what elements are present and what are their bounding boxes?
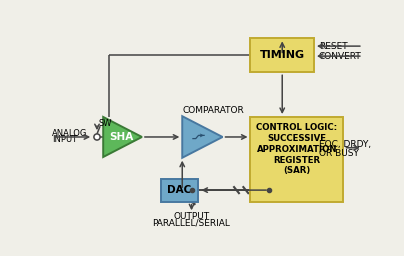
Text: REGISTER: REGISTER <box>274 156 320 165</box>
Text: CONTROL LOGIC:: CONTROL LOGIC: <box>257 123 337 132</box>
Text: APPROXIMATION: APPROXIMATION <box>257 145 337 154</box>
Text: OUTPUT: OUTPUT <box>173 212 210 221</box>
Text: DAC: DAC <box>167 185 191 195</box>
Text: PARALLEL/SERIAL: PARALLEL/SERIAL <box>153 219 231 228</box>
Text: INPUT: INPUT <box>52 135 77 144</box>
FancyBboxPatch shape <box>250 117 343 202</box>
Text: COMPARATOR: COMPARATOR <box>182 105 244 114</box>
Text: OR BUSY: OR BUSY <box>319 150 358 158</box>
Text: EOC, DRDY,: EOC, DRDY, <box>319 140 371 149</box>
Text: SUCCESSIVE: SUCCESSIVE <box>267 134 326 143</box>
FancyBboxPatch shape <box>160 179 198 202</box>
FancyBboxPatch shape <box>250 38 314 72</box>
Text: ANALOG: ANALOG <box>52 129 87 138</box>
Text: TIMING: TIMING <box>260 50 305 60</box>
Text: SW: SW <box>99 119 112 129</box>
Text: SHA: SHA <box>109 132 133 142</box>
Text: RESET: RESET <box>319 42 347 51</box>
Polygon shape <box>103 117 142 157</box>
Polygon shape <box>182 116 223 158</box>
Text: (SAR): (SAR) <box>283 166 311 175</box>
Circle shape <box>94 134 100 140</box>
Text: CONVERT: CONVERT <box>319 52 362 61</box>
